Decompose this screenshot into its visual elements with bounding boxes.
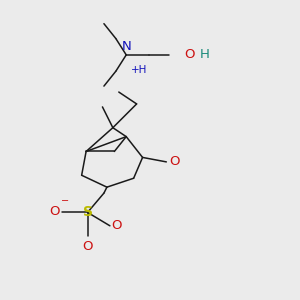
Text: S: S: [82, 206, 93, 219]
Text: O: O: [111, 219, 122, 232]
Text: N: N: [121, 40, 131, 52]
Text: O: O: [82, 240, 93, 253]
Text: O: O: [50, 205, 60, 218]
Text: O: O: [169, 155, 180, 168]
Text: +H: +H: [131, 65, 147, 75]
Text: −: −: [61, 196, 69, 206]
Text: H: H: [200, 48, 209, 62]
Text: O: O: [184, 48, 195, 62]
